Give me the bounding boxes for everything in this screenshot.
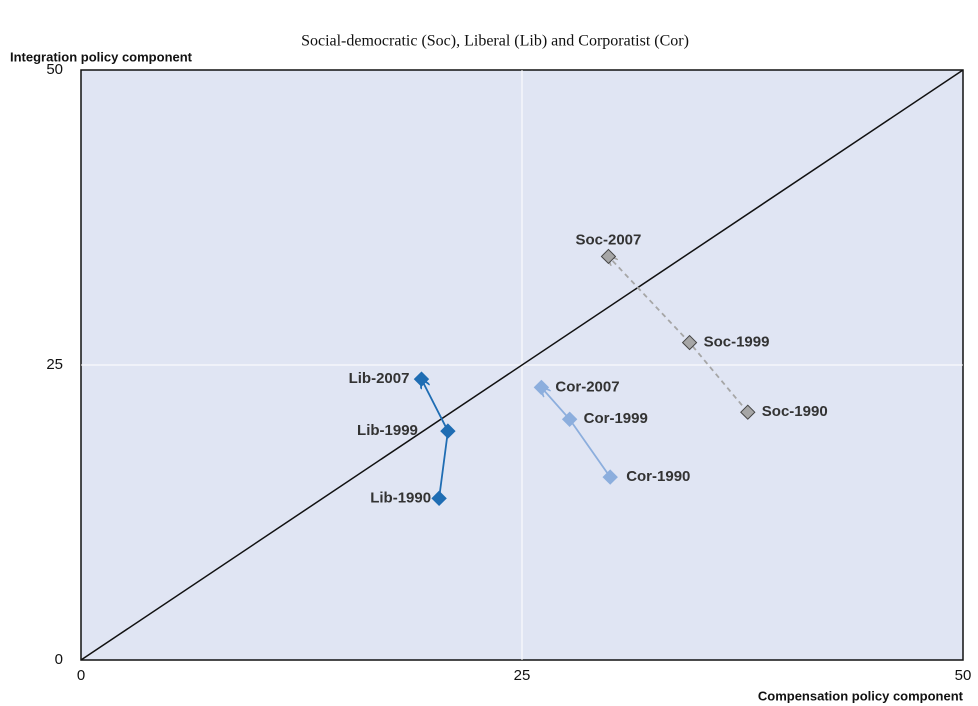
point [561, 411, 578, 427]
point-label: Cor-1999 [584, 410, 648, 427]
x-tick-label: 50 [955, 667, 972, 684]
x-axis-label: Compensation policy component [758, 688, 964, 703]
y-tick-label: 25 [46, 356, 63, 373]
point [431, 490, 447, 507]
point-label: Cor-2007 [555, 378, 619, 395]
diagonal-line [80, 69, 964, 661]
point-label: Lib-1999 [357, 422, 418, 439]
chart-title: Social-democratic (Soc), Liberal (Lib) a… [301, 33, 689, 50]
point-label: Lib-1990 [370, 489, 431, 506]
point [413, 371, 430, 387]
point [681, 334, 698, 351]
point [600, 248, 617, 265]
y-tick-label: 50 [46, 61, 63, 78]
point-label: Lib-2007 [349, 370, 410, 387]
point [440, 423, 456, 439]
point [740, 404, 756, 420]
x-tick-label: 0 [77, 667, 85, 684]
y-tick-label: 0 [55, 651, 63, 668]
point [602, 469, 618, 485]
x-tick-label: 25 [514, 667, 531, 684]
point-label: Soc-2007 [575, 231, 641, 248]
point-label: Soc-1999 [704, 334, 770, 351]
point-label: Soc-1990 [762, 403, 828, 420]
y-axis-label: Integration policy component [10, 49, 193, 64]
point-label: Cor-1990 [626, 468, 690, 485]
point [533, 379, 550, 396]
